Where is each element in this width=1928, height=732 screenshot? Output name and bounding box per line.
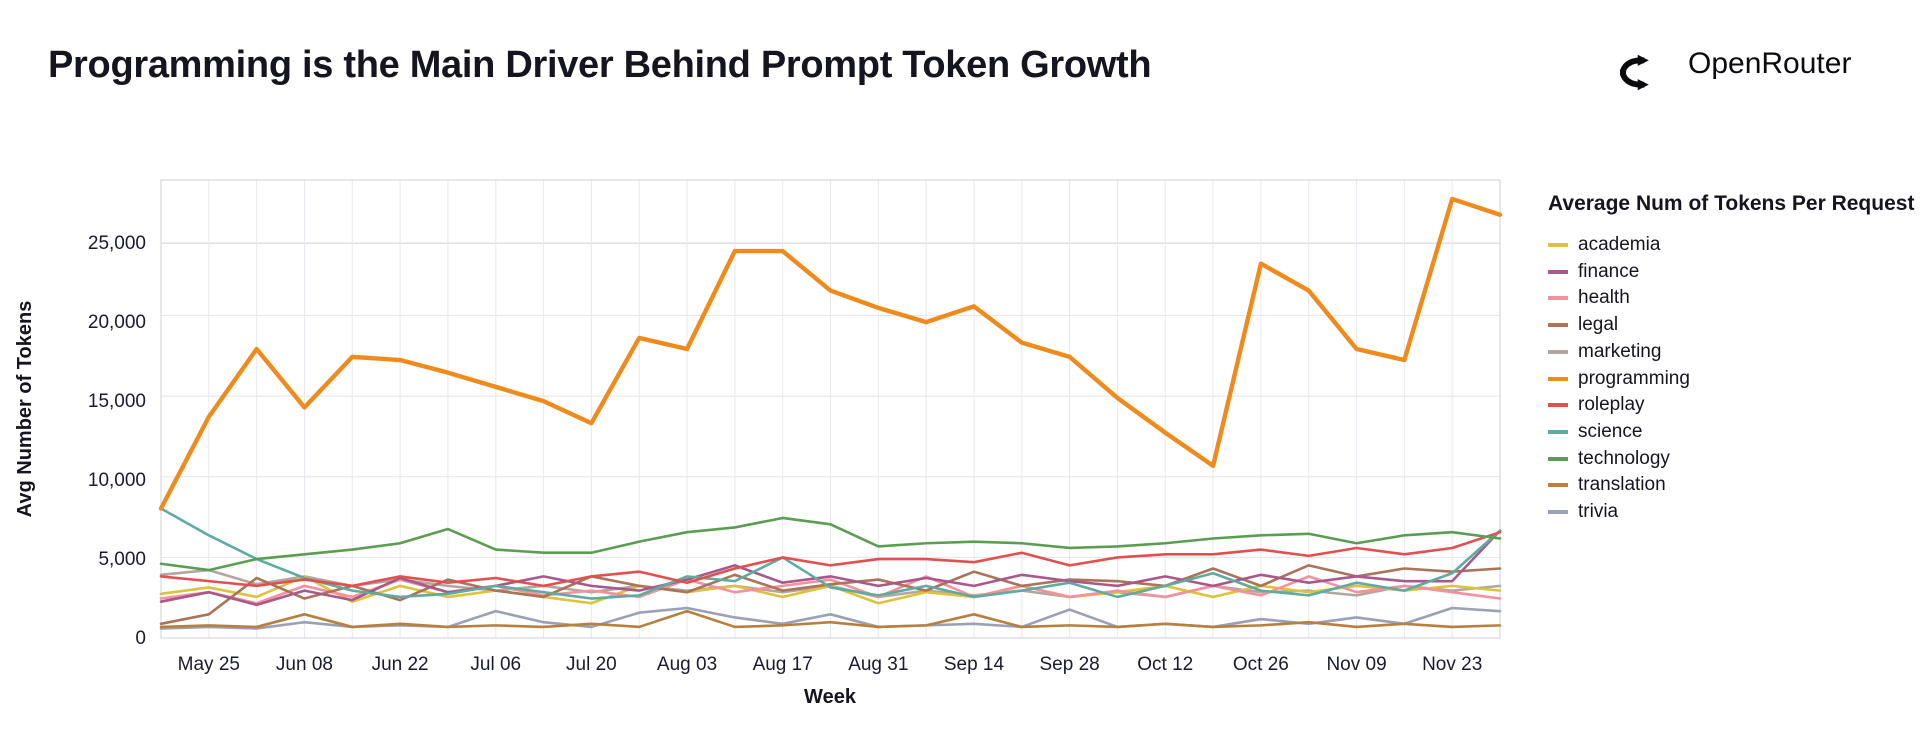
svg-text:Jul 20: Jul 20 bbox=[566, 654, 617, 675]
svg-text:Oct 26: Oct 26 bbox=[1233, 654, 1289, 675]
svg-text:0: 0 bbox=[135, 628, 146, 649]
svg-text:Jun 08: Jun 08 bbox=[276, 654, 333, 675]
svg-text:15,000: 15,000 bbox=[88, 391, 146, 412]
svg-text:Sep 28: Sep 28 bbox=[1039, 654, 1099, 675]
svg-text:Oct 12: Oct 12 bbox=[1137, 654, 1193, 675]
svg-text:25,000: 25,000 bbox=[88, 233, 146, 254]
svg-text:5,000: 5,000 bbox=[98, 549, 146, 570]
svg-text:Sep 14: Sep 14 bbox=[944, 654, 1005, 675]
svg-text:10,000: 10,000 bbox=[88, 470, 146, 491]
svg-text:Aug 17: Aug 17 bbox=[753, 654, 813, 675]
svg-text:May 25: May 25 bbox=[178, 654, 240, 675]
svg-text:20,000: 20,000 bbox=[88, 312, 146, 333]
svg-text:Nov 09: Nov 09 bbox=[1326, 654, 1386, 675]
svg-text:Nov 23: Nov 23 bbox=[1422, 654, 1482, 675]
svg-text:Aug 03: Aug 03 bbox=[657, 654, 717, 675]
svg-text:Jun 22: Jun 22 bbox=[372, 654, 429, 675]
svg-text:Jul 06: Jul 06 bbox=[470, 654, 521, 675]
svg-text:Aug 31: Aug 31 bbox=[848, 654, 908, 675]
